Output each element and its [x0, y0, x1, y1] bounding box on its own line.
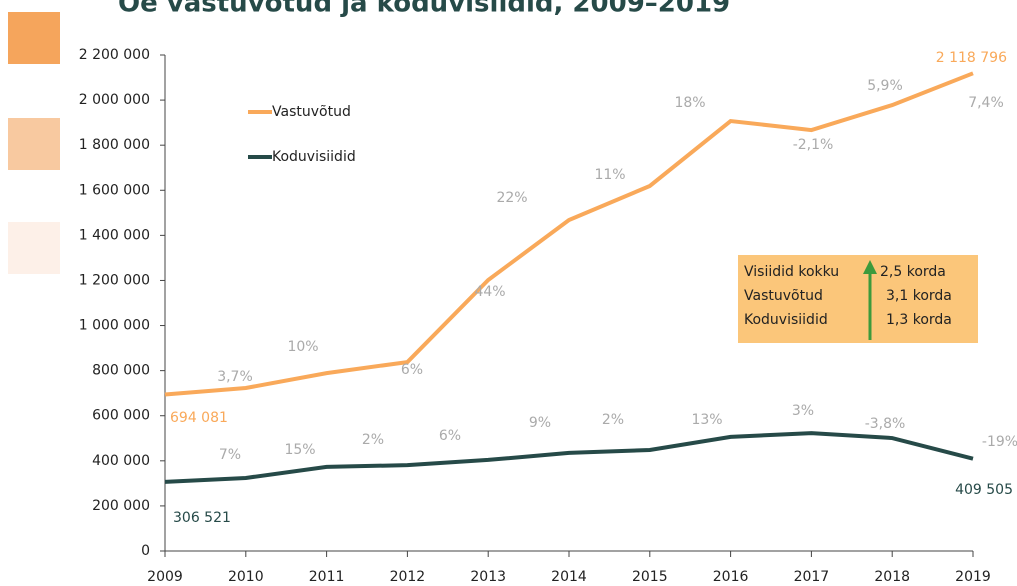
y-tick-label: 2 000 000	[79, 92, 150, 108]
change-label: 3%	[792, 403, 814, 419]
series-line	[164, 431, 974, 484]
y-tick-label: 200 000	[92, 498, 150, 514]
change-label: 2%	[602, 412, 624, 428]
series-line	[164, 71, 974, 397]
value-label: 694 081	[170, 410, 228, 426]
y-tick-label: 1 600 000	[79, 182, 150, 198]
y-tick-label: 800 000	[92, 363, 150, 379]
change-label: 3,7%	[217, 369, 253, 385]
change-label: 7%	[219, 447, 241, 463]
info-label: Koduvisiidid	[744, 312, 828, 328]
value-label: 306 521	[173, 510, 231, 526]
change-label: 2%	[362, 432, 384, 448]
y-tick-label: 1 000 000	[79, 318, 150, 334]
x-tick-label: 2014	[551, 569, 587, 585]
change-label: -2,1%	[793, 137, 834, 153]
x-tick-label: 2018	[874, 569, 910, 585]
change-label: 7,4%	[968, 95, 1004, 111]
x-tick-label: 2016	[713, 569, 749, 585]
chart-title: Õe vastuvõtud ja koduvisiidid, 2009–2019	[118, 0, 730, 19]
deco-square	[8, 222, 60, 274]
info-value: 3,1 korda	[886, 288, 952, 304]
change-label: -3,8%	[865, 416, 906, 432]
change-label: 15%	[284, 442, 315, 458]
x-tick-label: 2015	[632, 569, 668, 585]
y-tick-label: 1 200 000	[79, 272, 150, 288]
info-box	[738, 255, 978, 343]
y-tick-label: 2 200 000	[79, 47, 150, 63]
change-label: 22%	[496, 190, 527, 206]
value-label: 409 505	[955, 482, 1013, 498]
change-label: 13%	[691, 412, 722, 428]
legend-label: Koduvisiidid	[272, 149, 356, 165]
x-tick-label: 2012	[390, 569, 426, 585]
change-label: 44%	[474, 284, 505, 300]
info-value: 1,3 korda	[886, 312, 952, 328]
y-tick-label: 600 000	[92, 408, 150, 424]
change-label: 11%	[594, 167, 625, 183]
x-tick-label: 2013	[470, 569, 506, 585]
value-label: 2 118 796	[936, 50, 1007, 66]
info-value: 2,5 korda	[880, 264, 946, 280]
change-label: 6%	[439, 428, 461, 444]
x-tick-label: 2009	[147, 569, 183, 585]
y-tick-label: 400 000	[92, 453, 150, 469]
deco-square	[8, 118, 60, 170]
y-tick-label: 0	[141, 543, 150, 559]
change-label: 5,9%	[867, 78, 903, 94]
y-tick-label: 1 800 000	[79, 137, 150, 153]
change-label: 9%	[529, 415, 551, 431]
x-tick-label: 2017	[794, 569, 830, 585]
change-label: -19%	[982, 434, 1017, 450]
y-tick-label: 1 400 000	[79, 227, 150, 243]
change-label: 6%	[401, 362, 423, 378]
deco-square	[8, 12, 60, 64]
x-tick-label: 2011	[309, 569, 345, 585]
legend-label: Vastuvõtud	[272, 104, 351, 120]
info-label: Vastuvõtud	[744, 288, 823, 304]
change-label: 10%	[287, 339, 318, 355]
info-label: Visiidid kokku	[744, 264, 839, 280]
change-label: 18%	[674, 95, 705, 111]
x-tick-label: 2019	[955, 569, 991, 585]
x-tick-label: 2010	[228, 569, 264, 585]
arrow-head	[863, 260, 877, 274]
